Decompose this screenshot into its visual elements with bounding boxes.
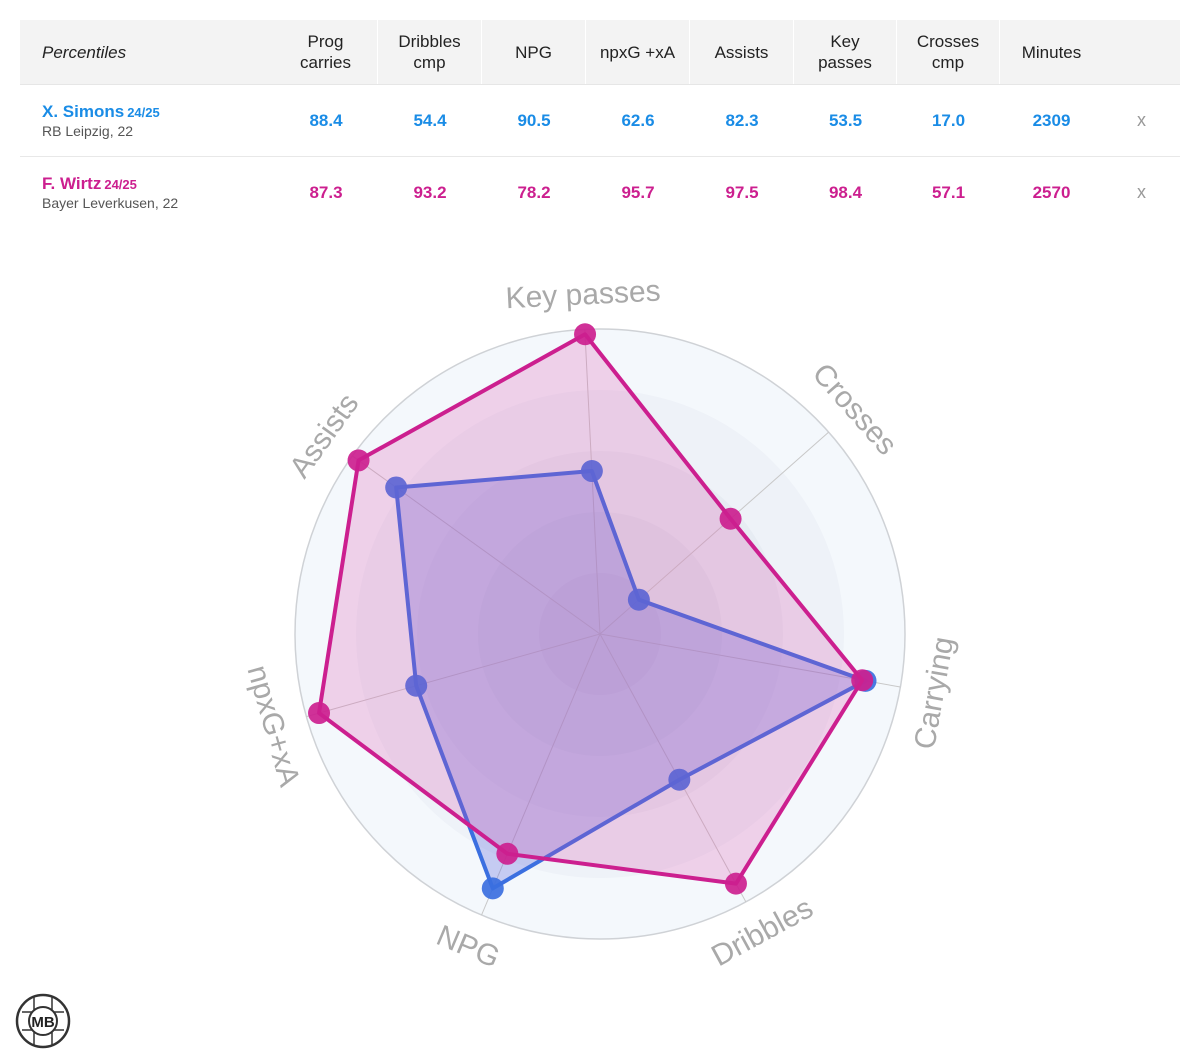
value-dribbles-cmp: 54.4	[413, 110, 447, 130]
radar-point[interactable]	[851, 669, 874, 692]
header-key-passes[interactable]: Key passes	[794, 20, 897, 84]
radar-polygon	[394, 469, 868, 891]
value-crosses-cmp: 17.0	[931, 110, 966, 130]
value-dribbles-cmp: 93.2	[413, 182, 447, 202]
value-assists: 82.3	[725, 110, 759, 130]
header-assists[interactable]: Assists	[690, 20, 794, 84]
header-crosses-cmp[interactable]: Crosses cmp	[897, 20, 1000, 84]
value-crosses-cmp: 57.1	[931, 182, 966, 202]
value-npxg-xa: 95.7	[621, 182, 655, 202]
radar-spoke	[481, 633, 601, 916]
value-npg: 78.2	[517, 182, 551, 202]
radar-point[interactable]	[481, 877, 504, 900]
player-row-wirtz: F. Wirtz 24/25 Bayer Leverkusen, 22 87.3 …	[20, 157, 1180, 228]
radar-axis-label: NPG	[432, 919, 505, 970]
radar-axis-label: Carrying	[908, 634, 960, 751]
header-spacer	[1103, 20, 1180, 84]
radar-point[interactable]	[496, 842, 519, 865]
mb-logo-icon: MB	[15, 993, 71, 1049]
radar-point[interactable]	[574, 323, 597, 346]
player-season: 24/25	[104, 177, 137, 192]
radar-point[interactable]	[668, 768, 691, 791]
value-prog-carries: 87.3	[309, 182, 343, 202]
player-name[interactable]: F. Wirtz	[42, 174, 102, 193]
radar-series-1	[308, 323, 874, 895]
radar-point[interactable]	[385, 476, 408, 499]
logo-text: MB	[31, 1014, 54, 1031]
value-assists: 97.5	[725, 182, 759, 202]
radar-spoke	[306, 633, 601, 718]
player-club: RB Leipzig, 22	[42, 123, 134, 139]
table-header: Percentiles Prog carries Dribbles cmp NP…	[20, 20, 1180, 85]
radar-point[interactable]	[405, 674, 428, 697]
radar-point[interactable]	[308, 702, 331, 725]
remove-player-button[interactable]: x	[1137, 110, 1146, 130]
player-name-cell: X. Simons 24/25 RB Leipzig, 22	[20, 102, 274, 139]
radar-outer-ring	[294, 328, 906, 940]
value-prog-carries: 88.4	[309, 110, 343, 130]
value-key-passes: 98.4	[828, 182, 863, 202]
radar-spoke	[599, 633, 747, 903]
radar-series	[308, 323, 877, 900]
player-season: 24/25	[127, 105, 160, 120]
radar-point[interactable]	[627, 588, 650, 611]
player-name-cell: F. Wirtz 24/25 Bayer Leverkusen, 22	[20, 174, 274, 211]
header-minutes[interactable]: Minutes	[1021, 42, 1082, 62]
radar-point[interactable]	[347, 449, 370, 472]
radar-point[interactable]	[580, 460, 603, 483]
player-club: Bayer Leverkusen, 22	[42, 195, 179, 211]
header-prog-carries[interactable]: Prog carries	[274, 20, 378, 84]
player-row-simons: X. Simons 24/25 RB Leipzig, 22 88.4 54.4 …	[20, 85, 1180, 157]
player-name[interactable]: X. Simons	[42, 102, 125, 121]
radar-axis-label: npxG+xA	[240, 662, 305, 791]
header-npg[interactable]: NPG	[482, 20, 586, 84]
header-npxg-xa[interactable]: npxG +xA	[586, 20, 690, 84]
radar-axis-label: Key passes	[505, 275, 662, 316]
percentile-table: Percentiles Prog carries Dribbles cmp NP…	[20, 20, 1180, 228]
value-npxg-xa: 62.6	[621, 110, 655, 130]
header-dribbles-cmp[interactable]: Dribbles cmp	[378, 20, 482, 84]
radar-point[interactable]	[724, 872, 747, 895]
value-minutes: 2570	[1032, 182, 1071, 202]
remove-player-button[interactable]: x	[1137, 182, 1146, 202]
radar-spoke	[599, 633, 901, 688]
radar-series-0	[385, 460, 877, 900]
radar-polygon	[317, 332, 865, 886]
radar-spokes	[306, 329, 901, 916]
radar-point[interactable]	[719, 507, 742, 530]
header-title: Percentiles	[42, 42, 127, 62]
value-minutes: 2309	[1032, 110, 1071, 130]
value-npg: 90.5	[517, 110, 551, 130]
value-key-passes: 53.5	[828, 110, 863, 130]
